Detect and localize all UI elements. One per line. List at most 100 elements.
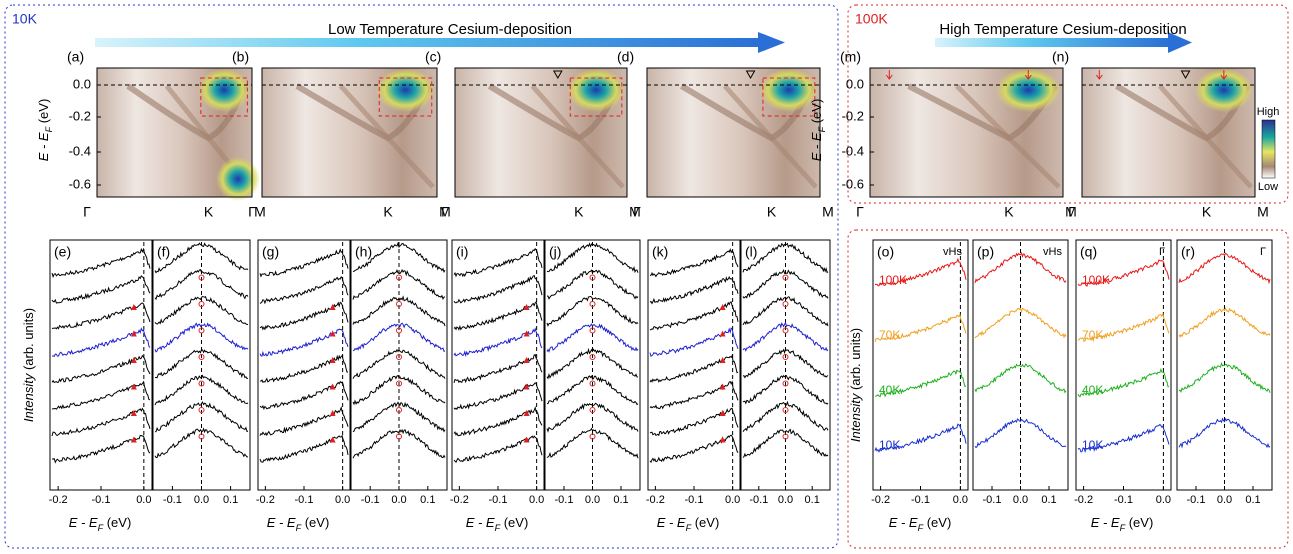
label-main: Intensity [848, 392, 863, 442]
x-tick-label: 0.1 [805, 494, 820, 506]
panel-label: (c) [425, 49, 441, 65]
edc-curve [974, 363, 1067, 394]
triangle-marker [329, 410, 336, 416]
x-tick-label: -0.2 [256, 494, 275, 506]
temperature-label: 40K [879, 383, 900, 397]
circle-marker [782, 407, 789, 413]
x-tick-label: 0.0 [335, 494, 350, 506]
label-unit: (eV) [691, 515, 719, 530]
edc-curve [649, 276, 739, 305]
x-tick-label: 0.1 [1041, 494, 1056, 506]
roi-box [200, 77, 248, 117]
k-point: M [1065, 204, 1077, 220]
edc-curve [51, 407, 151, 437]
x-tick-label: 0.0 [529, 494, 544, 506]
circle-marker [782, 274, 789, 281]
circle-marker [396, 301, 402, 307]
arrow-bar [95, 38, 760, 47]
triangle-marker [719, 357, 726, 363]
y-tick-label: -0.6 [842, 176, 864, 191]
arrow-head [1168, 32, 1192, 53]
label-sub: F [98, 523, 104, 533]
panel-label: (q) [1080, 244, 1097, 260]
edc-curve [453, 435, 543, 464]
panel-label: (a) [67, 49, 84, 65]
label-sub: F [918, 523, 924, 533]
circle-marker [396, 433, 402, 440]
arrow-bar [935, 38, 1170, 47]
x-tick-label: 0.1 [420, 494, 435, 506]
k-point: Γ [633, 204, 641, 220]
edc-curve [154, 322, 249, 353]
circle-marker [782, 380, 789, 387]
triangle-marker [719, 304, 726, 310]
label-sub: F [817, 126, 827, 132]
edc-curve [874, 423, 967, 453]
arrow-marker [1024, 70, 1032, 80]
edc-curve [259, 380, 349, 411]
circle-marker [782, 301, 789, 307]
x-tick-label: 0.0 [1156, 494, 1171, 506]
edc-curve [259, 434, 349, 463]
edc-curve [51, 327, 151, 358]
edc-curve [974, 251, 1067, 284]
node-marker [1180, 70, 1191, 80]
circle-marker [198, 301, 205, 307]
colorbar [1261, 119, 1276, 179]
triangle-marker [523, 410, 530, 416]
triangle-marker [130, 383, 137, 390]
triangle-marker [523, 330, 530, 337]
edc-curve [649, 327, 739, 358]
k-point: M [1257, 204, 1269, 220]
panel-label: (i) [456, 244, 468, 260]
group-title: Low Temperature Cesium-deposition [328, 21, 572, 38]
edc-curve [649, 407, 739, 437]
axis-label: Intensity (arb. units) [21, 308, 36, 422]
edc-curve [742, 321, 829, 352]
edc-curve [154, 348, 249, 380]
edc-curve [546, 269, 639, 300]
edc-curve [352, 268, 446, 300]
y-tick-label: -0.4 [842, 143, 864, 158]
panel-label: (r) [1181, 244, 1195, 260]
y-tick-label: -0.4 [69, 143, 91, 158]
edc-curve [154, 427, 249, 459]
left-box [4, 4, 839, 549]
y-tick-label: -0.2 [69, 108, 91, 123]
label-main: E - E [809, 132, 824, 161]
panel-label: (j) [549, 244, 561, 260]
triangle-marker [329, 304, 336, 310]
axis-label: E - EF (eV) [809, 99, 827, 162]
label-unit: (eV) [809, 99, 824, 127]
label-main: E - E [36, 132, 51, 161]
x-tick-label: -0.1 [163, 494, 182, 506]
y-tick-label: 0.0 [846, 76, 864, 91]
edc-curve [352, 241, 446, 273]
edc-curve [1178, 361, 1271, 394]
x-tick-label: -0.2 [49, 494, 68, 506]
axis-label: Intensity (arb. units) [848, 328, 863, 442]
k-point: M [439, 204, 451, 220]
temperature-label: 100K [1082, 273, 1110, 287]
label-unit: (eV) [1125, 515, 1153, 530]
triangle-marker [130, 436, 137, 443]
label-sub: F [296, 523, 302, 533]
edc-curve [51, 275, 151, 304]
band [1157, 84, 1253, 189]
arrow-marker [885, 70, 893, 80]
edc-curve [51, 247, 151, 279]
temperature-label: 10K [1082, 438, 1103, 452]
panel-tag: vHs [1043, 246, 1062, 258]
k-point: Γ [83, 204, 91, 220]
x-tick-label: 0.1 [223, 494, 238, 506]
edc-curve [51, 302, 151, 330]
k-point: Γ [856, 204, 864, 220]
edc-curve [649, 434, 739, 464]
hotspot [995, 68, 1062, 112]
triangle-marker [130, 410, 137, 416]
x-tick-label: -0.1 [685, 494, 704, 506]
k-point: M [629, 204, 641, 220]
hotspot [197, 68, 251, 112]
triangle-marker [130, 330, 137, 337]
triangle-marker [329, 436, 336, 443]
